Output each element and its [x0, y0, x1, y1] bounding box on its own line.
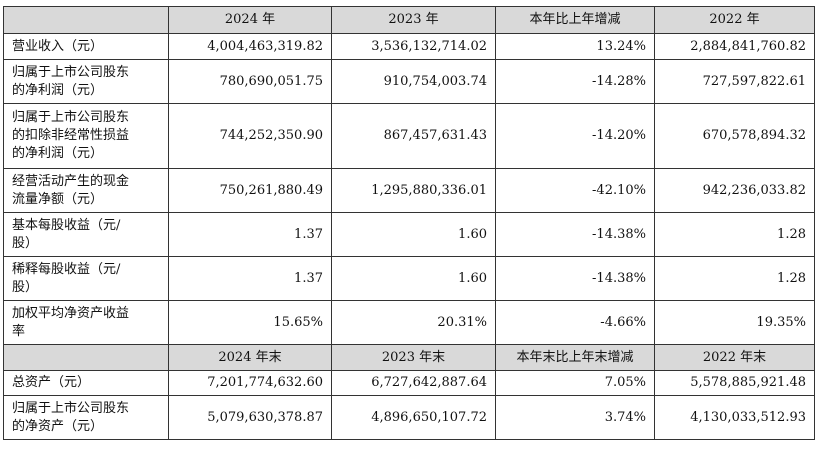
header-cell-2024: 2024 年 — [168, 6, 332, 34]
cell-2023: 6,727,642,887.64 — [331, 370, 496, 396]
table-header-row: 2024 年末 2023 年末 本年末比上年末增减 2022 年末 — [3, 344, 815, 371]
row-label: 加权平均净资产收益 率 — [3, 300, 169, 345]
cell-2023: 1.60 — [331, 212, 496, 257]
cell-2023: 3,536,132,714.02 — [331, 33, 496, 60]
table-row: 总资产（元） 7,201,774,632.60 6,727,642,887.64… — [3, 370, 815, 396]
cell-2024: 1.37 — [168, 212, 332, 257]
header-cell-2023: 2023 年 — [331, 6, 496, 34]
cell-2024: 750,261,880.49 — [168, 168, 332, 213]
row-label: 基本每股收益（元/ 股） — [3, 212, 169, 257]
cell-2024: 5,079,630,378.87 — [168, 395, 332, 440]
header-cell-2024-end: 2024 年末 — [168, 344, 332, 371]
cell-change: 3.74% — [495, 395, 655, 440]
table-header-row: 2024 年 2023 年 本年比上年增减 2022 年 — [3, 6, 815, 34]
row-label: 经营活动产生的现金 流量净额（元） — [3, 168, 169, 213]
cell-2023: 20.31% — [331, 300, 496, 345]
cell-change: -14.38% — [495, 212, 655, 257]
table-row: 加权平均净资产收益 率 15.65% 20.31% -4.66% 19.35% — [3, 300, 815, 345]
cell-2024: 744,252,350.90 — [168, 103, 332, 169]
cell-change: -42.10% — [495, 168, 655, 213]
cell-2024: 4,004,463,319.82 — [168, 33, 332, 60]
table-row: 归属于上市公司股东 的净资产（元） 5,079,630,378.87 4,896… — [3, 395, 815, 440]
cell-2024: 7,201,774,632.60 — [168, 370, 332, 396]
header-cell-2022: 2022 年 — [654, 6, 815, 34]
cell-change: -14.20% — [495, 103, 655, 169]
cell-2023: 867,457,631.43 — [331, 103, 496, 169]
cell-change: -4.66% — [495, 300, 655, 345]
cell-2022: 5,578,885,921.48 — [654, 370, 815, 396]
row-label: 稀释每股收益（元/ 股） — [3, 256, 169, 301]
cell-change: 7.05% — [495, 370, 655, 396]
table-row: 归属于上市公司股东 的净利润（元） 780,690,051.75 910,754… — [3, 59, 815, 104]
header-cell-change-end: 本年末比上年末增减 — [495, 344, 655, 371]
cell-2022: 4,130,033,512.93 — [654, 395, 815, 440]
cell-2022: 19.35% — [654, 300, 815, 345]
header-cell-change: 本年比上年增减 — [495, 6, 655, 34]
cell-2023: 910,754,003.74 — [331, 59, 496, 104]
cell-2022: 1.28 — [654, 256, 815, 301]
cell-change: -14.28% — [495, 59, 655, 104]
cell-2022: 1.28 — [654, 212, 815, 257]
cell-2024: 15.65% — [168, 300, 332, 345]
cell-2023: 1,295,880,336.01 — [331, 168, 496, 213]
cell-2022: 2,884,841,760.82 — [654, 33, 815, 60]
table-row: 基本每股收益（元/ 股） 1.37 1.60 -14.38% 1.28 — [3, 212, 815, 257]
table-row: 归属于上市公司股东 的扣除非经常性损益 的净利润（元） 744,252,350.… — [3, 103, 815, 169]
row-label: 总资产（元） — [3, 370, 169, 396]
table-row: 营业收入（元） 4,004,463,319.82 3,536,132,714.0… — [3, 33, 815, 60]
header-cell-2023-end: 2023 年末 — [331, 344, 496, 371]
cell-change: 13.24% — [495, 33, 655, 60]
header-cell-blank — [3, 344, 169, 371]
cell-2022: 727,597,822.61 — [654, 59, 815, 104]
table-row: 稀释每股收益（元/ 股） 1.37 1.60 -14.38% 1.28 — [3, 256, 815, 301]
cell-2022: 942,236,033.82 — [654, 168, 815, 213]
header-cell-blank — [3, 6, 169, 34]
cell-2024: 780,690,051.75 — [168, 59, 332, 104]
cell-2023: 1.60 — [331, 256, 496, 301]
cell-2024: 1.37 — [168, 256, 332, 301]
row-label: 归属于上市公司股东 的扣除非经常性损益 的净利润（元） — [3, 103, 169, 169]
cell-2023: 4,896,650,107.72 — [331, 395, 496, 440]
row-label: 营业收入（元） — [3, 33, 169, 60]
row-label: 归属于上市公司股东 的净资产（元） — [3, 395, 169, 440]
cell-2022: 670,578,894.32 — [654, 103, 815, 169]
financial-summary-table: 2024 年 2023 年 本年比上年增减 2022 年 营业收入（元） 4,0… — [3, 6, 815, 440]
cell-change: -14.38% — [495, 256, 655, 301]
table-row: 经营活动产生的现金 流量净额（元） 750,261,880.49 1,295,8… — [3, 168, 815, 213]
row-label: 归属于上市公司股东 的净利润（元） — [3, 59, 169, 104]
header-cell-2022-end: 2022 年末 — [654, 344, 815, 371]
